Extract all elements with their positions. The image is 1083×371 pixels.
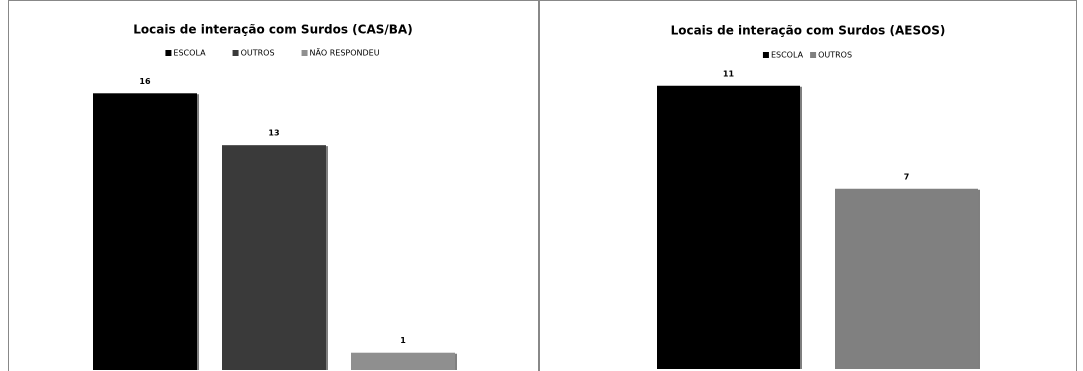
legend-swatch bbox=[762, 52, 769, 58]
data-label: 16 bbox=[139, 77, 151, 86]
legend-label: OUTROS bbox=[818, 51, 852, 60]
legend-swatch bbox=[301, 50, 308, 56]
data-label: 7 bbox=[904, 172, 910, 181]
bar bbox=[93, 93, 197, 370]
chart-title: Locais de interação com Surdos (AESOS) bbox=[671, 24, 946, 38]
legend-label: NÃO RESPONDEU bbox=[310, 48, 380, 58]
legend-label: OUTROS bbox=[241, 49, 275, 58]
legend-label: ESCOLA bbox=[173, 49, 206, 58]
bar bbox=[351, 352, 455, 370]
data-label: 1 bbox=[400, 336, 406, 345]
chart-title: Locais de interação com Surdos (CAS/BA) bbox=[133, 23, 412, 37]
bar bbox=[222, 145, 326, 370]
bar bbox=[835, 188, 978, 369]
legend-swatch bbox=[232, 50, 239, 56]
legend-label: ESCOLA bbox=[771, 51, 804, 60]
data-label: 11 bbox=[723, 69, 735, 78]
bar bbox=[657, 85, 800, 369]
panel-right bbox=[539, 0, 1077, 371]
legend-swatch bbox=[165, 50, 172, 56]
data-label: 13 bbox=[268, 129, 279, 138]
legend-swatch bbox=[810, 52, 817, 58]
